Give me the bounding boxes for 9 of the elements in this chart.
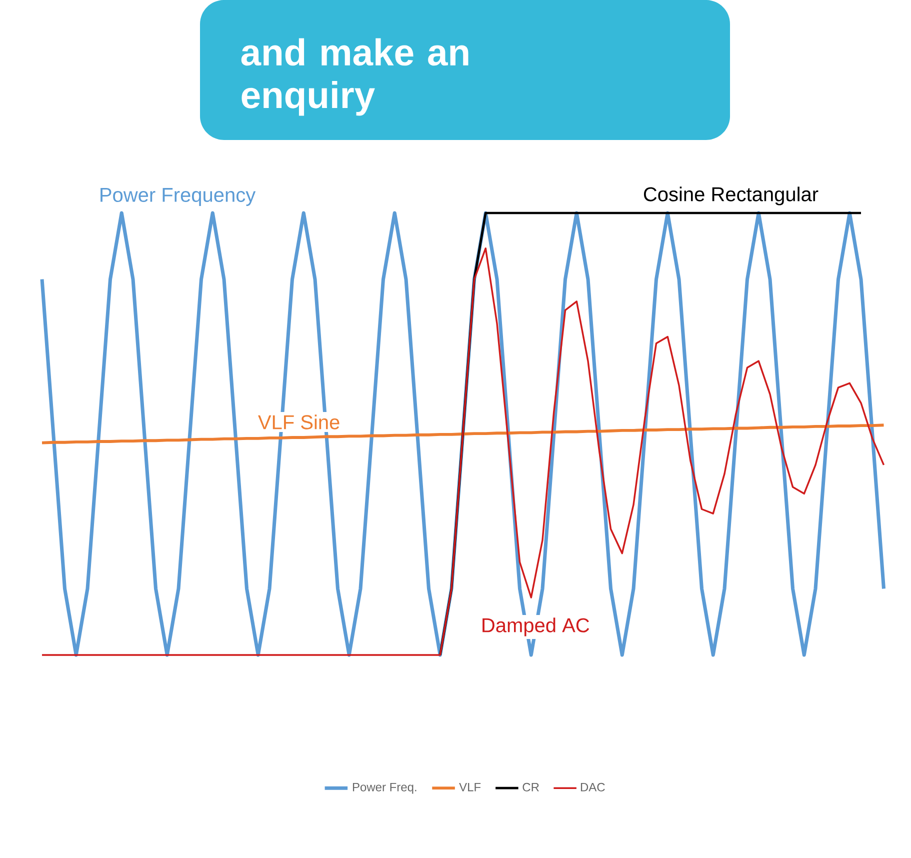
legend-label: Power Freq. — [352, 782, 416, 794]
annotation: VLF Sine — [258, 414, 340, 430]
text: and make an enquiry — [241, 38, 468, 116]
text: Power Frequency — [100, 188, 256, 206]
annotation: Damped AC — [482, 618, 590, 636]
legend-label: CR — [522, 782, 539, 792]
text: Cosine Rectangular — [644, 186, 818, 206]
legend-label: VLF — [459, 782, 481, 792]
legend-label: DAC — [580, 782, 605, 792]
